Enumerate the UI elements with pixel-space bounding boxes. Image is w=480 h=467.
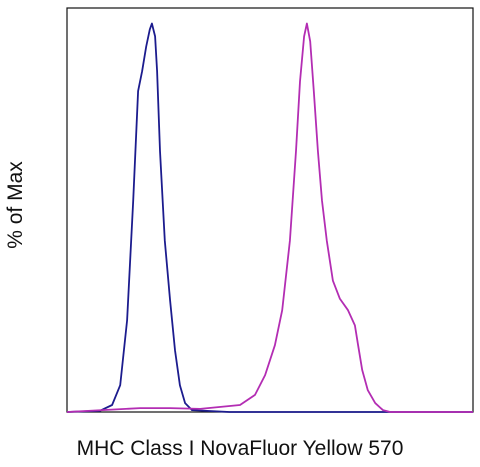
histogram-line bbox=[66, 22, 473, 413]
y-axis-label: % of Max bbox=[4, 161, 27, 249]
x-axis-label: MHC Class I NovaFluor Yellow 570 bbox=[77, 437, 404, 460]
histogram-line bbox=[66, 22, 473, 413]
plot-frame bbox=[66, 7, 474, 413]
